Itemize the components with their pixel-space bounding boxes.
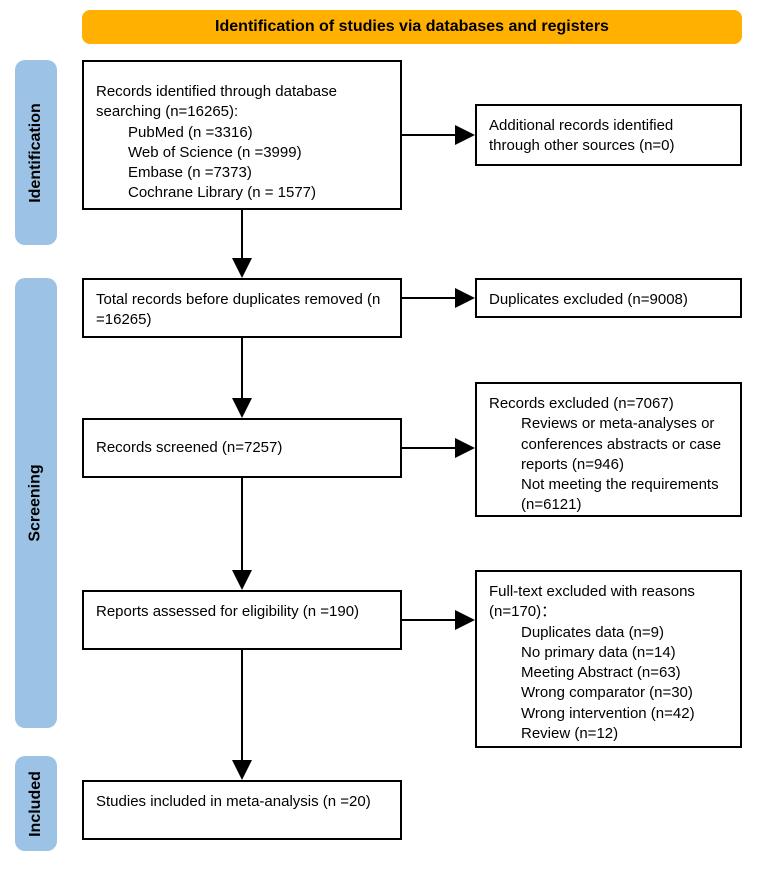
stage-identification: Identification: [15, 60, 57, 245]
records-identified-title: Records identified through database sear…: [96, 82, 388, 123]
before-duplicates-text: Total records before duplicates removed …: [96, 291, 380, 328]
box-records-screened: Records screened (n=7257): [82, 418, 402, 478]
box-additional-records: Additional records identified through ot…: [475, 104, 742, 166]
additional-records-text: Additional records identified through ot…: [489, 117, 675, 154]
stage-included-label: Included: [27, 771, 45, 837]
records-identified-line-2: Embase (n =7373): [96, 163, 388, 183]
records-identified-line-0: PubMed (n =3316): [96, 123, 388, 143]
records-screened-text: Records screened (n=7257): [96, 439, 282, 456]
header-bar: Identification of studies via databases …: [82, 10, 742, 44]
stage-screening: Screening: [15, 278, 57, 728]
fulltext-excluded-line-3: Wrong comparator (n=30): [489, 683, 728, 703]
box-studies-included: Studies included in meta-analysis (n =20…: [82, 780, 402, 840]
records-identified-line-3: Cochrane Library (n = 1577): [96, 183, 388, 203]
stage-included: Included: [15, 756, 57, 851]
records-identified-line-1: Web of Science (n =3999): [96, 143, 388, 163]
fulltext-excluded-line-5: Review (n=12): [489, 724, 728, 744]
box-before-duplicates: Total records before duplicates removed …: [82, 278, 402, 338]
box-fulltext-excluded: Full-text excluded with reasons (n=170)：…: [475, 570, 742, 748]
fulltext-excluded-title: Full-text excluded with reasons (n=170)：: [489, 582, 728, 623]
fulltext-excluded-line-1: No primary data (n=14): [489, 643, 728, 663]
fulltext-excluded-line-0: Duplicates data (n=9): [489, 623, 728, 643]
box-records-excluded: Records excluded (n=7067) Reviews or met…: [475, 382, 742, 517]
fulltext-excluded-line-4: Wrong intervention (n=42): [489, 704, 728, 724]
studies-included-text: Studies included in meta-analysis (n =20…: [96, 793, 371, 810]
stage-identification-label: Identification: [27, 103, 45, 203]
records-excluded-line-0: Reviews or meta-analyses or conferences …: [489, 414, 728, 475]
duplicates-excluded-text: Duplicates excluded (n=9008): [489, 291, 688, 308]
records-excluded-title: Records excluded (n=7067): [489, 394, 728, 414]
prisma-flowchart: Identification of studies via databases …: [0, 0, 772, 872]
header-text: Identification of studies via databases …: [215, 18, 609, 36]
box-reports-assessed: Reports assessed for eligibility (n =190…: [82, 590, 402, 650]
box-duplicates-excluded: Duplicates excluded (n=9008): [475, 278, 742, 318]
reports-assessed-text: Reports assessed for eligibility (n =190…: [96, 603, 359, 620]
stage-screening-label: Screening: [27, 464, 45, 541]
fulltext-excluded-line-2: Meeting Abstract (n=63): [489, 663, 728, 683]
box-records-identified: Records identified through database sear…: [82, 60, 402, 210]
records-excluded-line-1: Not meeting the requirements (n=6121): [489, 475, 728, 516]
